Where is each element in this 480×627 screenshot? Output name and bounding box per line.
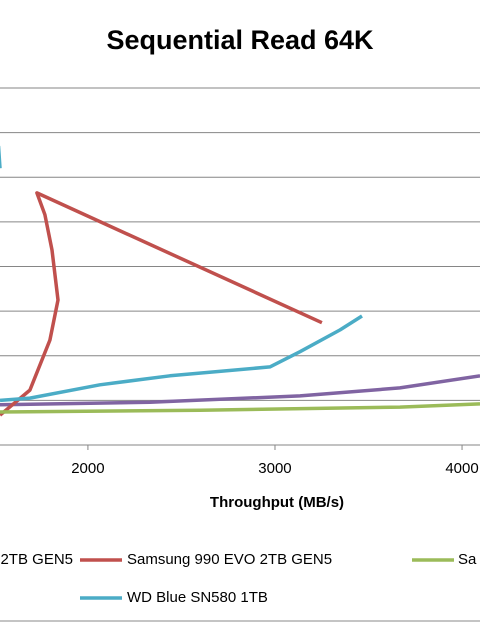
chart-title: Sequential Read 64K [106, 25, 374, 55]
series-line [0, 145, 363, 403]
legend-label: Sa [458, 551, 477, 568]
legend-label: Samsung 990 EVO 2TB GEN5 [127, 551, 332, 568]
x-tick-label: 4000 [445, 460, 478, 477]
series-line [0, 374, 480, 407]
x-axis-label: Throughput (MB/s) [210, 494, 344, 511]
series-line [0, 191, 323, 417]
legend-label: WD Blue SN580 1TB [127, 589, 268, 606]
x-tick-label: 2000 [71, 460, 104, 477]
series-line [0, 402, 480, 414]
legend-label: 2TB GEN5 [0, 551, 73, 568]
x-tick-label: 3000 [258, 460, 291, 477]
